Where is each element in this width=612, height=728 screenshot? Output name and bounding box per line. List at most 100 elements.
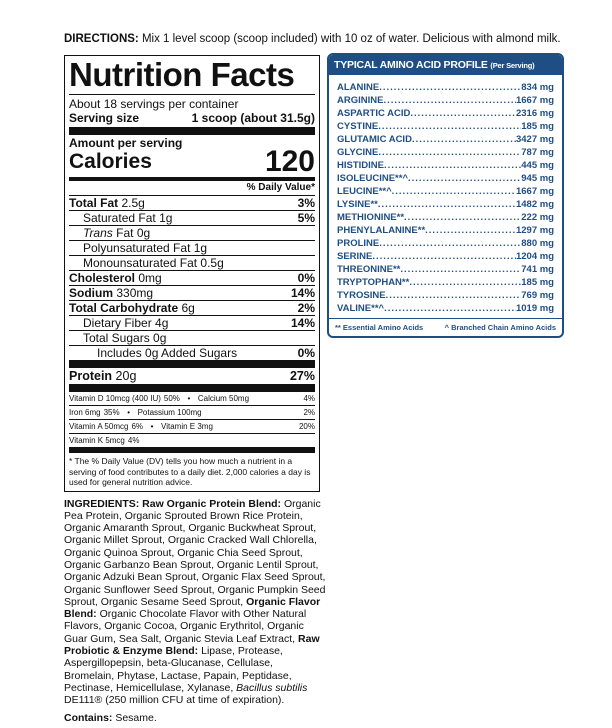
nutrient-label-group: Includes 0g Added Sugars xyxy=(97,346,237,360)
amino-name: VALINE**^ xyxy=(337,303,385,314)
nutrition-facts-panel: Nutrition Facts About 18 servings per co… xyxy=(64,55,320,492)
nutrient-label-group: Cholesterol 0mg xyxy=(69,271,162,285)
serving-size: Serving size 1 scoop (about 31.5g) xyxy=(69,111,315,125)
nutrient-label-group: Monounsaturated Fat 0.5g xyxy=(83,256,224,270)
vitamin-cell: 4% xyxy=(303,394,315,403)
amino-name: ASPARTIC ACID xyxy=(337,108,411,119)
contains-label: Contains: xyxy=(64,711,113,724)
nutrient-row: Saturated Fat 1g 5% xyxy=(69,210,315,225)
nutrient-amount: 6g xyxy=(181,301,195,315)
nutrient-amount: 1g xyxy=(193,241,208,255)
nutrient-row: Cholesterol 0mg 0% xyxy=(69,270,315,285)
nutrient-dv: 2% xyxy=(297,301,315,315)
ingredients: INGREDIENTS: Raw Organic Protein Blend: … xyxy=(64,498,326,707)
protein-amount: 20g xyxy=(115,369,137,383)
enzyme-blend-label: Raw Probiotic & Enzyme Blend: xyxy=(64,632,320,658)
amino-value: 445 mg xyxy=(521,160,554,171)
vitamin-cell: • xyxy=(150,422,154,431)
vitamin-cell: Calcium 50mg xyxy=(197,394,250,403)
vitamin-cell: 6% xyxy=(131,422,144,431)
ingredients-protein-blend: Organic Pea Protein, Organic Sprouted Br… xyxy=(64,497,326,608)
vitamin-cell: 35% xyxy=(103,408,120,417)
amino-acid-row: METHIONINE** 222 mg xyxy=(329,211,562,224)
nutrient-name: Dietary Fiber xyxy=(83,316,152,330)
nutrient-label-group: Sodium 330mg xyxy=(69,286,153,300)
essential-note: ** Essential Amino Acids xyxy=(335,323,424,332)
amino-acid-row: VALINE**^ 1019 mg xyxy=(329,302,562,315)
nutrient-row: Trans Fat 0g xyxy=(69,225,315,240)
amino-value: 1019 mg xyxy=(515,303,554,314)
amino-notes: ** Essential Amino Acids ^ Branched Chain… xyxy=(329,318,562,336)
amount-per-serving: Amount per serving xyxy=(69,136,315,150)
servings-text: About 18 servings per container xyxy=(69,97,239,111)
vitamin-cell: Vitamin A 50mcg xyxy=(69,422,129,431)
amino-name: ISOLEUCINE**^ xyxy=(337,173,409,184)
dot-leader xyxy=(379,237,521,250)
contains-value: Sesame. xyxy=(112,711,157,724)
dot-leader xyxy=(378,198,516,211)
dot-leader xyxy=(400,263,521,276)
serving-size-value: 1 scoop (about 31.5g) xyxy=(191,111,315,125)
nutrient-amount: 1g xyxy=(159,211,173,225)
vitamin-cell: 50% xyxy=(163,394,180,403)
vitamin-cell xyxy=(157,434,312,447)
nutrient-dv: 3% xyxy=(297,196,315,210)
vitamin-cell: 4% xyxy=(127,436,140,445)
amino-name: TYROSINE xyxy=(337,290,386,301)
directions-label: DIRECTIONS: xyxy=(64,33,139,45)
amino-acid-row: THREONINE** 741 mg xyxy=(329,263,562,276)
nutrient-label-group: Saturated Fat 1g xyxy=(83,211,172,225)
nutrient-amount: 4g xyxy=(155,316,169,330)
dot-leader xyxy=(408,172,521,185)
amino-name: ARGININE xyxy=(337,95,384,106)
vitamin-cell: Potassium 100mg xyxy=(137,408,202,417)
dot-leader xyxy=(384,302,516,315)
vitamin-row: Vitamin K 5mcg 4% xyxy=(69,434,315,447)
nutrient-label-group: Total Sugars 0g xyxy=(83,331,166,345)
nutrient-name: Total Fat xyxy=(69,196,119,210)
amino-acid-row: ASPARTIC ACID 2316 mg xyxy=(329,107,562,120)
nutrient-dv: 0% xyxy=(297,346,315,360)
amino-acid-row: ISOLEUCINE**^ 945 mg xyxy=(329,172,562,185)
amino-acid-row: GLYCINE 787 mg xyxy=(329,146,562,159)
nutrient-row: Polyunsaturated Fat 1g xyxy=(69,240,315,255)
nutrient-row: Total Fat 2.5g 3% xyxy=(69,195,315,210)
nutrient-label-group: Polyunsaturated Fat 1g xyxy=(83,241,207,255)
nutrient-dv: 14% xyxy=(290,286,315,300)
amino-name: LYSINE** xyxy=(337,199,378,210)
nutrient-dv: 14% xyxy=(290,316,315,330)
ingredients-end: DE111® (250 million CFU at time of expir… xyxy=(64,694,285,707)
nutrient-row: Includes 0g Added Sugars 0% xyxy=(69,345,315,360)
amino-name: CYSTINE xyxy=(337,121,379,132)
amino-acid-row: ARGININE 1667 mg xyxy=(329,94,562,107)
amino-acid-row: ALANINE 834 mg xyxy=(329,81,562,94)
vitamin-cell: 2% xyxy=(303,408,315,417)
flavor-blend-label: Organic Flavor Blend: xyxy=(64,595,321,621)
amino-header: TYPICAL AMINO ACID PROFILE (Per Serving) xyxy=(329,55,562,75)
amino-value: 222 mg xyxy=(521,212,554,223)
nutrient-amount: 330mg xyxy=(116,286,154,300)
amino-acid-row: LEUCINE**^ 1667 mg xyxy=(329,185,562,198)
amino-name: SERINE xyxy=(337,251,373,262)
ingredients-flavor-blend: Organic Chocolate Flavor with Other Natu… xyxy=(64,608,307,645)
nutrient-amount: 0.5g xyxy=(200,256,224,270)
amino-value: 1297 mg xyxy=(515,225,554,236)
protein-row: Protein 20g 27% xyxy=(69,368,315,384)
probiotic-name: Bacillus subtilis xyxy=(236,681,308,694)
amount-per-serving-label: Amount per serving xyxy=(69,136,183,150)
nutrient-label-group: Total Fat 2.5g xyxy=(69,196,145,210)
directions-text: Mix 1 level scoop (scoop included) with … xyxy=(138,33,561,45)
dot-leader xyxy=(412,133,516,146)
dv-header-text: % Daily Value* xyxy=(246,182,315,193)
nutrient-label-group: Dietary Fiber 4g xyxy=(83,316,168,330)
nutrient-row: Sodium 330mg 14% xyxy=(69,285,315,300)
amino-name: HISTIDINE xyxy=(337,160,384,171)
amino-value: 1482 mg xyxy=(515,199,554,210)
nutrient-name: Total Carbohydrate xyxy=(69,301,179,315)
vitamin-cell: 20% xyxy=(298,422,315,431)
amino-acid-row: TRYPTOPHAN** 185 mg xyxy=(329,276,562,289)
amino-value: 769 mg xyxy=(521,290,554,301)
left-column: Nutrition Facts About 18 servings per co… xyxy=(64,55,325,724)
nutrition-facts-title: Nutrition Facts xyxy=(69,56,295,93)
vitamin-cell xyxy=(142,434,154,447)
